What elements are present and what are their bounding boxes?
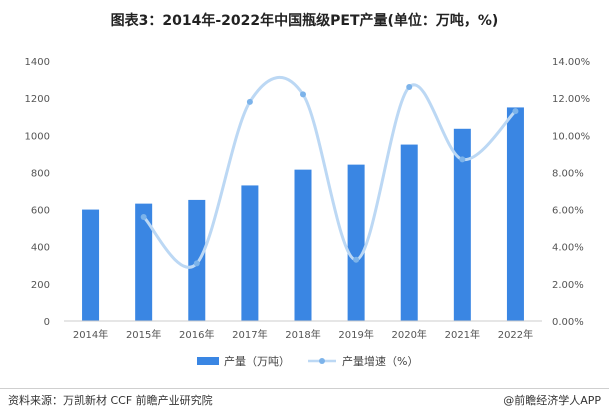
- right-axis-tick-label: 6.00%: [552, 206, 584, 217]
- bar: [453, 128, 471, 321]
- growth-point: [512, 108, 519, 115]
- legend-line-marker: [319, 358, 325, 364]
- chart-title: 图表3：2014年-2022年中国瓶级PET产量(单位：万吨，%): [110, 13, 499, 29]
- growth-point: [353, 256, 360, 263]
- bar: [400, 144, 418, 321]
- right-axis-tick-label: 4.00%: [552, 243, 584, 254]
- growth-line: [142, 76, 517, 269]
- growth-point: [406, 84, 413, 90]
- x-axis-tick-label: 2021年: [445, 328, 480, 341]
- x-axis-tick-label: 2014年: [73, 328, 108, 341]
- left-axis-tick-label: 200: [31, 280, 50, 291]
- x-axis-tick-label: 2019年: [338, 328, 373, 341]
- chart: 0 200 400 600 800 1000 1200 1400 0.00% 2.00% 4.00…: [25, 57, 591, 368]
- right-axis-tick-label: 2.00%: [552, 280, 584, 291]
- growth-point: [300, 91, 306, 98]
- legend-line-label: 产量增速（%）: [342, 354, 418, 368]
- line-series: [140, 76, 519, 269]
- legend: 产量（万吨） 产量增速（%）: [197, 354, 418, 368]
- growth-point: [246, 98, 253, 105]
- source-text: 资料来源：万凯新材 CCF 前瞻产业研究院: [8, 394, 213, 407]
- bar: [294, 169, 312, 321]
- footer: 资料来源：万凯新材 CCF 前瞻产业研究院 @前瞻经济学人APP: [0, 388, 609, 411]
- bar-series: [82, 107, 524, 321]
- right-axis-tick-label: 10.00%: [552, 131, 590, 142]
- x-axis-labels: 2014年 2015年 2016年 2017年 2018年 2019年 2020年 2021年…: [73, 328, 533, 341]
- legend-bar-swatch: [197, 357, 219, 365]
- growth-point: [459, 156, 466, 163]
- right-axis-tick-label: 12.00%: [552, 94, 590, 105]
- left-axis-tick-label: 400: [31, 243, 50, 254]
- x-axis-tick-label: 2015年: [126, 328, 161, 341]
- x-axis-tick-label: 2016年: [179, 328, 214, 341]
- right-axis-ticks: 0.00% 2.00% 4.00% 6.00% 8.00% 10.00% 12.00% 14.…: [552, 57, 590, 328]
- right-axis-tick-label: 8.00%: [552, 168, 584, 179]
- left-axis-tick-label: 600: [31, 206, 50, 217]
- left-axis-tick-label: 0: [44, 317, 50, 328]
- bar: [82, 209, 100, 321]
- right-axis-tick-label: 0.00%: [552, 317, 584, 328]
- left-axis-ticks: 0 200 400 600 800 1000 1200 1400: [25, 57, 50, 328]
- left-axis-tick-label: 1200: [25, 94, 50, 105]
- bar: [135, 203, 153, 321]
- x-axis-tick-label: 2022年: [498, 328, 533, 341]
- x-axis-tick-label: 2018年: [285, 328, 320, 341]
- growth-point: [193, 260, 200, 267]
- brand-text: @前瞻经济学人APP: [503, 394, 601, 407]
- right-axis-tick-label: 14.00%: [552, 57, 590, 68]
- bar: [506, 107, 524, 321]
- legend-bar-label: 产量（万吨）: [224, 354, 290, 368]
- growth-point: [140, 214, 147, 220]
- left-axis-tick-label: 800: [31, 168, 50, 179]
- x-axis-tick-label: 2020年: [391, 328, 426, 341]
- left-axis-tick-label: 1400: [25, 57, 50, 68]
- x-axis-tick-label: 2017年: [232, 328, 267, 341]
- bar: [241, 185, 259, 321]
- left-axis-tick-label: 1000: [25, 131, 50, 142]
- bar: [347, 164, 365, 321]
